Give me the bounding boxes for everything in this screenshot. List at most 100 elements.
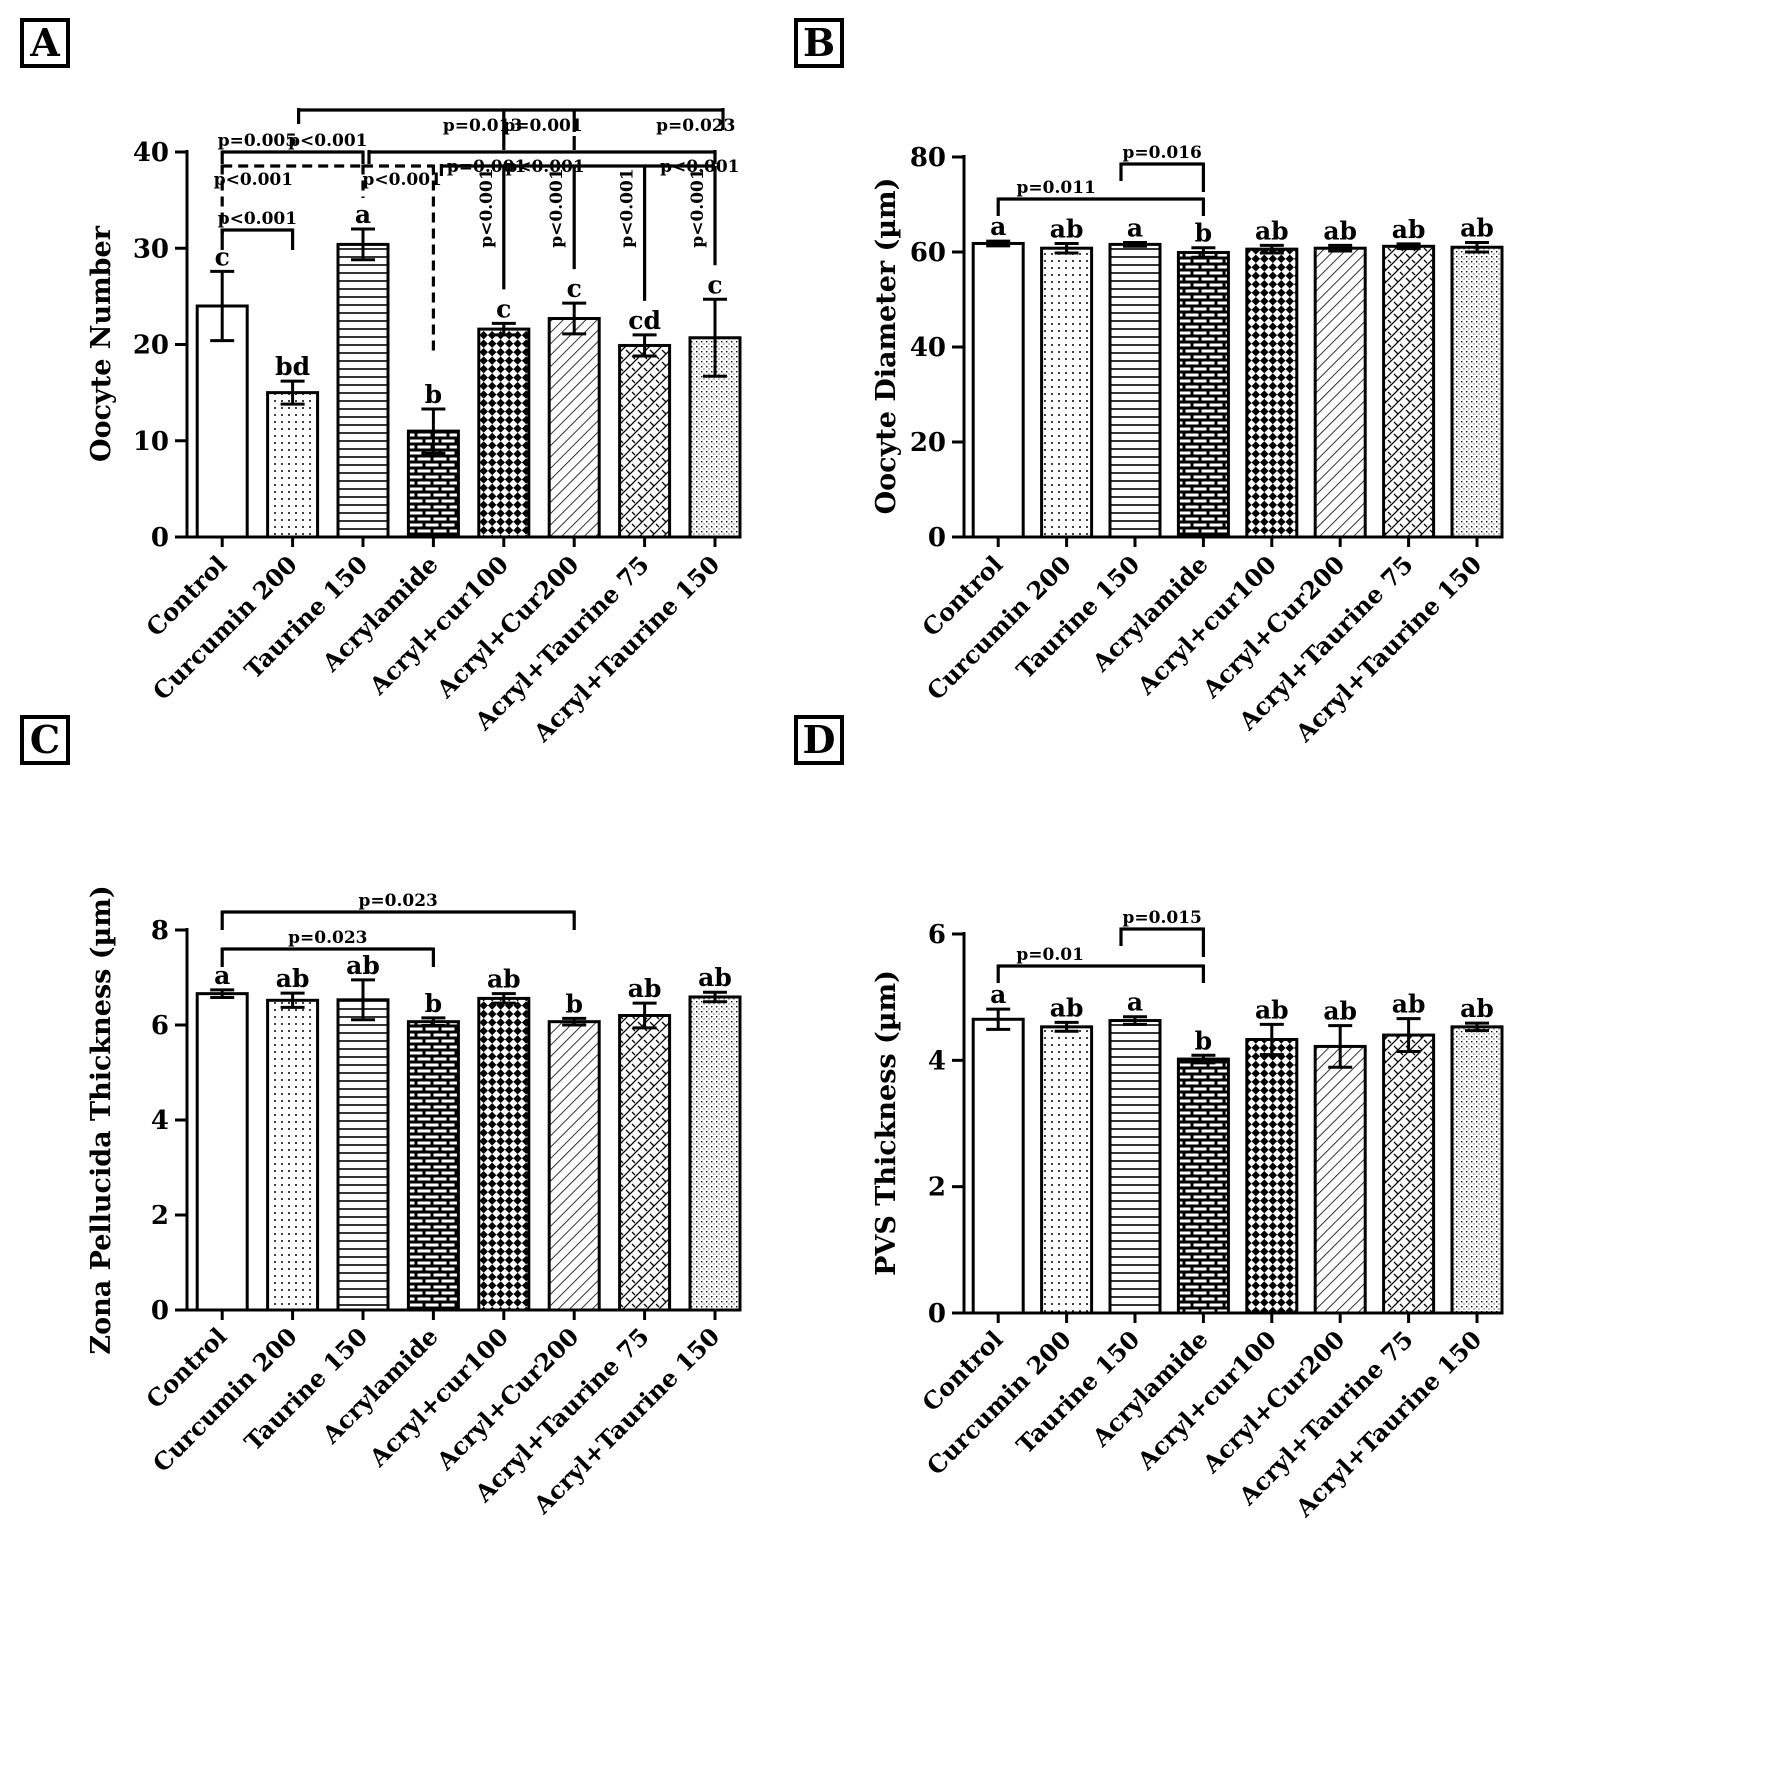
bar-2	[266, 391, 320, 539]
panel-label-box	[794, 18, 844, 68]
significance-letter: b	[1195, 219, 1212, 248]
y-tick-label: 0	[928, 523, 946, 553]
bar-6	[547, 1020, 601, 1312]
bar-4	[406, 1020, 460, 1312]
p-value-label: p<0.001	[505, 157, 584, 177]
significance-letter: c	[215, 242, 230, 271]
bar-2	[266, 998, 320, 1312]
significance-letter: c	[567, 274, 582, 303]
significance-letter: b	[425, 380, 442, 409]
significance-letter: ab	[698, 963, 732, 992]
p-value-label: p<0.001	[214, 170, 293, 190]
y-tick-label: 40	[910, 333, 946, 363]
bar-7	[1382, 244, 1436, 539]
p-value-label: p<0.001	[218, 209, 297, 229]
bar-4	[1176, 1057, 1230, 1315]
panel-label: C	[30, 717, 60, 762]
panel-label-box	[794, 715, 844, 765]
y-tick-label: 60	[910, 238, 946, 268]
panel-label-box	[20, 715, 70, 765]
significance-letter: b	[1195, 1026, 1212, 1055]
bar-2	[1040, 1025, 1094, 1315]
p-value-label: p=0.001	[447, 157, 526, 177]
y-tick-label: 40	[133, 138, 169, 168]
significance-letter: a	[214, 961, 230, 990]
p-value-label: p=0.023	[656, 116, 735, 136]
p-value-label: p=0.013	[443, 116, 522, 136]
p-value-label: p=0.023	[359, 891, 438, 911]
p-value-label: p<0.001	[660, 157, 739, 177]
bar-3	[1108, 1019, 1162, 1315]
y-tick-label: 30	[133, 234, 169, 264]
bar-8	[688, 995, 742, 1312]
significance-letter: a	[990, 212, 1006, 241]
bar-5	[1245, 1037, 1299, 1315]
significance-letter: ab	[487, 965, 521, 994]
p-value-label: p<0.001	[363, 170, 442, 190]
significance-letter: ab	[1255, 995, 1289, 1024]
significance-letter: ab	[1323, 997, 1357, 1026]
p-value-label: p=0.005	[218, 131, 297, 151]
p-value-label: p<0.001	[547, 168, 567, 247]
y-tick-label: 80	[910, 143, 946, 173]
y-tick-label: 0	[151, 1296, 169, 1326]
bar-7	[618, 1014, 672, 1312]
p-value-label: p=0.011	[1017, 178, 1096, 198]
bar-3	[1108, 242, 1162, 539]
bar-6	[547, 317, 601, 539]
significance-letter: c	[496, 294, 511, 323]
significance-letter: b	[565, 989, 582, 1018]
y-tick-label: 6	[928, 920, 946, 950]
bar-6	[1313, 246, 1367, 539]
x-tick-label: Taurine 150	[239, 550, 374, 685]
y-axis-label: Zona Pellucida Thickness (µm)	[86, 885, 117, 1354]
p-value-label: p=0.016	[1123, 143, 1202, 163]
significance-letter: a	[1127, 988, 1143, 1017]
y-tick-label: 2	[151, 1201, 169, 1231]
bar-1	[195, 992, 249, 1312]
y-tick-label: 4	[151, 1106, 169, 1136]
significance-letter: ab	[1460, 994, 1494, 1023]
significance-letter: a	[1127, 214, 1143, 243]
p-value-label: p<0.001	[688, 168, 708, 247]
y-tick-label: 2	[928, 1173, 946, 1203]
significance-letter: ab	[1392, 990, 1426, 1019]
panel-label: B	[803, 20, 835, 65]
y-tick-label: 6	[151, 1011, 169, 1041]
panel-label: A	[29, 20, 60, 65]
bar-7	[1382, 1033, 1436, 1315]
p-value-label: p=0.015	[1123, 908, 1202, 928]
bar-3	[336, 242, 390, 539]
y-axis-label: Oocyte Diameter (µm)	[871, 178, 902, 515]
y-tick-label: 10	[133, 427, 169, 457]
panel-label: D	[803, 717, 836, 762]
significance-letter: ab	[1392, 215, 1426, 244]
p-value-label: p<0.001	[477, 168, 497, 247]
significance-letter: bd	[275, 352, 310, 381]
bar-4	[1176, 250, 1230, 539]
significance-letter: a	[990, 980, 1006, 1009]
p-value-label: p=0.01	[1016, 945, 1084, 965]
y-tick-label: 20	[910, 428, 946, 458]
bar-1	[195, 304, 249, 539]
bar-1	[971, 1017, 1025, 1315]
p-value-label: p<0.001	[618, 168, 638, 247]
significance-letter: b	[425, 989, 442, 1018]
bar-8	[1450, 245, 1504, 539]
y-tick-label: 8	[151, 916, 169, 946]
y-tick-label: 0	[151, 523, 169, 553]
y-tick-label: 0	[928, 1299, 946, 1329]
y-axis-label: Oocyte Number	[86, 225, 117, 462]
bar-2	[1040, 246, 1094, 539]
p-value-label: p=0.023	[288, 928, 367, 948]
significance-letter: c	[707, 270, 722, 299]
y-tick-label: 4	[928, 1046, 946, 1076]
bar-7	[618, 343, 672, 539]
bar-5	[477, 996, 531, 1312]
significance-letter: ab	[1050, 993, 1084, 1022]
